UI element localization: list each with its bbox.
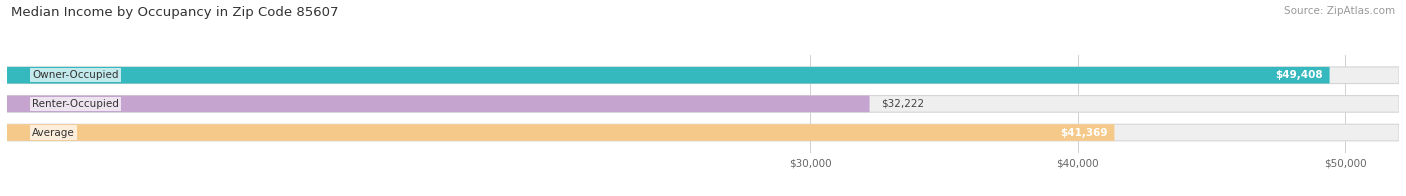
FancyBboxPatch shape bbox=[7, 67, 1330, 83]
Text: Average: Average bbox=[32, 128, 75, 138]
FancyBboxPatch shape bbox=[7, 67, 1399, 83]
FancyBboxPatch shape bbox=[7, 96, 869, 112]
FancyBboxPatch shape bbox=[7, 124, 1115, 141]
Text: $32,222: $32,222 bbox=[880, 99, 924, 109]
FancyBboxPatch shape bbox=[7, 96, 1399, 112]
Text: Median Income by Occupancy in Zip Code 85607: Median Income by Occupancy in Zip Code 8… bbox=[11, 6, 339, 19]
Text: Renter-Occupied: Renter-Occupied bbox=[32, 99, 120, 109]
FancyBboxPatch shape bbox=[7, 124, 1399, 141]
Text: $49,408: $49,408 bbox=[1275, 70, 1323, 80]
Text: Owner-Occupied: Owner-Occupied bbox=[32, 70, 118, 80]
Text: $41,369: $41,369 bbox=[1060, 128, 1108, 138]
Text: Source: ZipAtlas.com: Source: ZipAtlas.com bbox=[1284, 6, 1395, 16]
